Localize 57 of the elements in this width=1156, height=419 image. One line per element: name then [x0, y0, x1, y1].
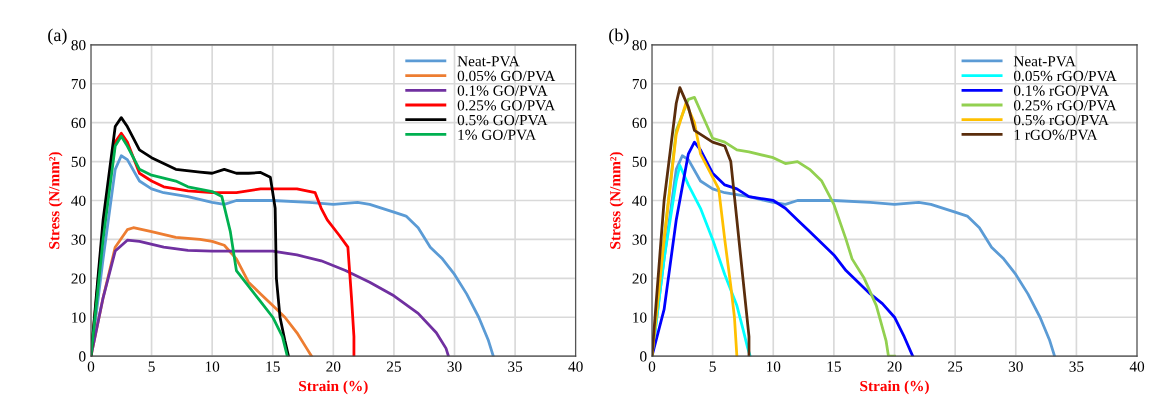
- x-tick-label: 35: [508, 361, 523, 372]
- legend-label: 1 rGO%/PVA: [1014, 129, 1098, 141]
- legend-label: 0.05% GO/PVA: [457, 70, 556, 82]
- line-series: [651, 140, 915, 357]
- y-tick-label: 50: [71, 156, 86, 168]
- x-tick-label: 10: [766, 361, 781, 372]
- x-tick-label: 25: [386, 361, 401, 372]
- legend-label: Neat-PVA: [457, 56, 520, 67]
- x-tick-label: 35: [1069, 361, 1084, 372]
- legend-label: 0.25% GO/PVA: [457, 100, 556, 111]
- legend-label: Neat-PVA: [1013, 56, 1076, 67]
- legend-label: 0.5% GO/PVA: [457, 114, 548, 126]
- legend-label: 1% GO/PVA: [458, 129, 537, 141]
- legend-label: 0.1% GO/PVA: [457, 85, 548, 96]
- x-tick-label: 30: [1008, 361, 1023, 372]
- y-tick-label: 20: [71, 273, 86, 284]
- x-tick-label: 40: [1129, 361, 1145, 372]
- y-tick-label: 20: [632, 273, 647, 284]
- x-axis-title: Strain (%): [299, 380, 368, 395]
- x-tick-label: 15: [827, 361, 841, 372]
- legend-label: 0.1% rGO/PVA: [1013, 85, 1109, 96]
- y-axis-title: Stress (N/mm²): [609, 152, 624, 249]
- y-tick-label: 80: [71, 39, 86, 51]
- x-tick-label: 5: [709, 361, 716, 372]
- y-axis-title: Stress (N/mm²): [48, 152, 63, 249]
- x-tick-label: 25: [948, 361, 963, 372]
- line-series: [651, 86, 751, 357]
- x-tick-label: 10: [205, 361, 220, 372]
- y-tick-label: 30: [632, 234, 647, 245]
- x-tick-label: 0: [648, 361, 656, 372]
- legend-label: 0.05% rGO/PVA: [1013, 70, 1117, 82]
- y-tick-label: 0: [640, 351, 647, 362]
- x-tick-label: 30: [447, 361, 462, 372]
- line-series: [90, 238, 450, 357]
- chart-title: (b): [609, 28, 629, 45]
- y-tick-label: 70: [71, 78, 86, 90]
- x-tick-label: 20: [887, 361, 902, 372]
- x-tick-label: 5: [148, 361, 155, 372]
- y-tick-label: 80: [632, 39, 647, 51]
- y-tick-label: 60: [71, 117, 86, 129]
- y-tick-label: 0: [79, 351, 86, 362]
- legend-label: 0.25% rGO/PVA: [1013, 100, 1117, 111]
- x-tick-label: 40: [568, 361, 583, 372]
- y-tick-label: 70: [632, 78, 647, 90]
- y-tick-label: 30: [71, 234, 86, 245]
- y-tick-label: 40: [632, 195, 647, 206]
- x-tick-label: 0: [87, 361, 95, 372]
- legend-label: 0.5% rGO/PVA: [1013, 114, 1109, 126]
- y-tick-label: 10: [633, 312, 647, 323]
- y-tick-label: 60: [632, 117, 647, 129]
- chart-title: (a): [48, 28, 67, 45]
- y-tick-label: 40: [71, 195, 86, 206]
- y-tick-label: 10: [72, 312, 86, 323]
- x-tick-label: 15: [266, 361, 280, 372]
- x-tick-label: 20: [326, 361, 341, 372]
- y-tick-label: 50: [632, 156, 647, 168]
- x-axis-title: Strain (%): [860, 380, 929, 395]
